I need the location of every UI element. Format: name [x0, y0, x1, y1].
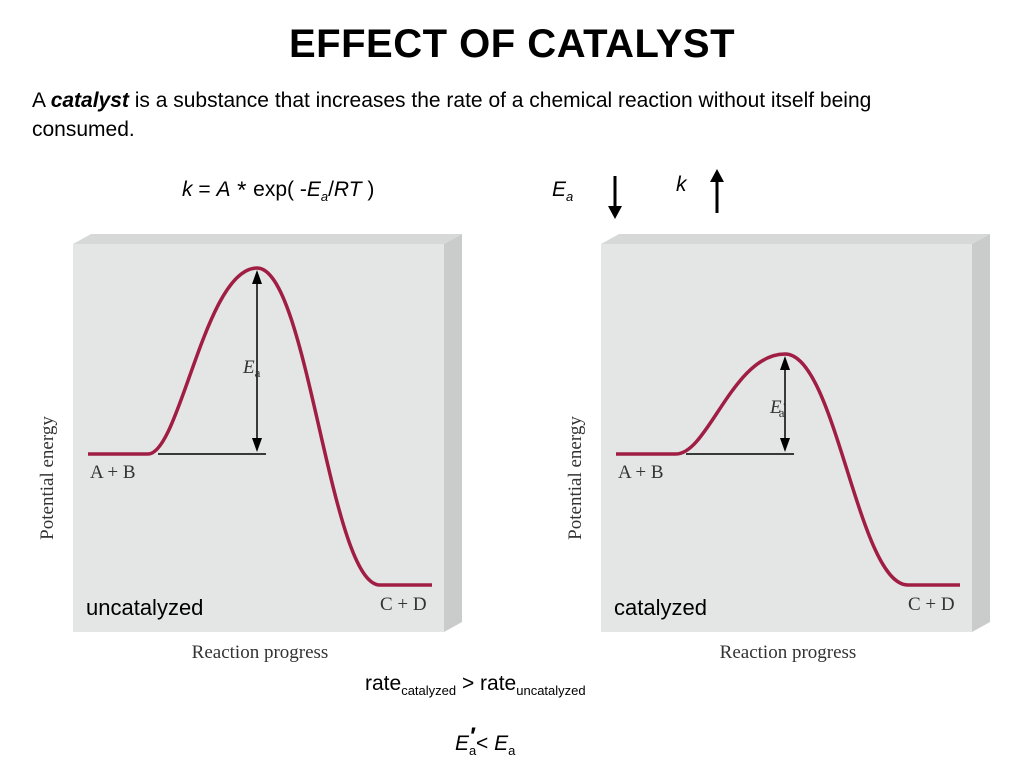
products-label: C + D — [380, 594, 427, 615]
ea-2-sub: a — [508, 743, 516, 758]
panel-side-face — [972, 234, 990, 632]
formula-e: E — [306, 178, 321, 201]
ea-trend-e: E — [552, 178, 567, 201]
panel-side-face — [444, 234, 462, 632]
energy-curve — [616, 352, 960, 587]
catalyzed-diagram-svg: E′a A + B C + D Potential energy Reactio… — [565, 234, 990, 663]
arrowhead-up — [780, 356, 790, 370]
ea-trend-sub: a — [566, 189, 574, 205]
catalyzed-caption: catalyzed — [614, 595, 707, 620]
ea-2: E — [494, 732, 509, 755]
formula-rt: RT — [333, 178, 362, 201]
rate-1-sub: catalyzed — [401, 683, 457, 698]
barrier-label: Ea — [242, 357, 261, 380]
rate-1: rate — [365, 672, 402, 695]
y-axis-label: Potential energy — [565, 416, 586, 540]
intro-rest: is a substance that increases the rate o… — [32, 89, 872, 141]
rate-2: rate — [480, 672, 517, 695]
y-axis-label: Potential energy — [37, 416, 58, 540]
catalyzed-energy-diagram: E′a A + B C + D Potential energy Reactio… — [558, 230, 998, 670]
arrowhead-down — [780, 438, 790, 452]
intro-term: catalyst — [50, 89, 129, 112]
rate-2-sub: uncatalyzed — [516, 683, 586, 698]
arrowhead-down — [252, 438, 262, 452]
panel-top-face — [601, 234, 990, 244]
reactants-label: A + B — [618, 462, 664, 483]
formula-k: k — [182, 178, 193, 201]
ea-1-sub: a — [469, 743, 477, 758]
ea-trend-label: Ea — [552, 178, 573, 204]
ea-op: < — [476, 732, 495, 755]
formula-exp: exp( - — [253, 178, 307, 201]
panel-top-face — [73, 234, 462, 244]
up-arrow-icon — [710, 169, 724, 213]
k-trend-label: k — [676, 173, 687, 196]
x-axis-label: Reaction progress — [720, 642, 857, 663]
intro-text: A catalyst is a substance that increases… — [32, 86, 952, 144]
reactants-label: A + B — [90, 462, 136, 483]
uncatalyzed-diagram-svg: Ea A + B C + D Potential energy Reaction… — [37, 234, 462, 663]
rate-op: > — [456, 672, 481, 695]
slide-title: EFFECT OF CATALYST — [288, 22, 736, 66]
x-axis-label: Reaction progress — [192, 642, 329, 663]
ea-1-prime: ′ — [470, 723, 477, 750]
formula-close: ) — [361, 178, 375, 201]
arrhenius-formula: k = A * exp( -Ea/RT ) — [182, 177, 374, 205]
rate-comparison: ratecatalyzed > rateuncatalyzed — [365, 672, 586, 698]
uncatalyzed-caption: uncatalyzed — [86, 595, 204, 620]
ea-1: E — [455, 732, 470, 755]
formula-a: A — [216, 178, 231, 201]
down-arrow-icon — [608, 176, 622, 219]
arrowhead-up — [252, 270, 262, 284]
formula-slash: / — [328, 178, 334, 201]
formula-eq: = — [192, 178, 217, 201]
products-label: C + D — [908, 594, 955, 615]
activation-energy-comparison: Ea′< Ea — [455, 723, 515, 758]
uncatalyzed-energy-diagram: Ea A + B C + D Potential energy Reaction… — [30, 230, 470, 670]
intro-prefix: A — [32, 89, 51, 112]
formula-star: * — [230, 177, 254, 204]
energy-curve — [88, 266, 432, 587]
formula-a-sub: a — [320, 189, 329, 205]
barrier-label: E′a — [769, 397, 787, 420]
